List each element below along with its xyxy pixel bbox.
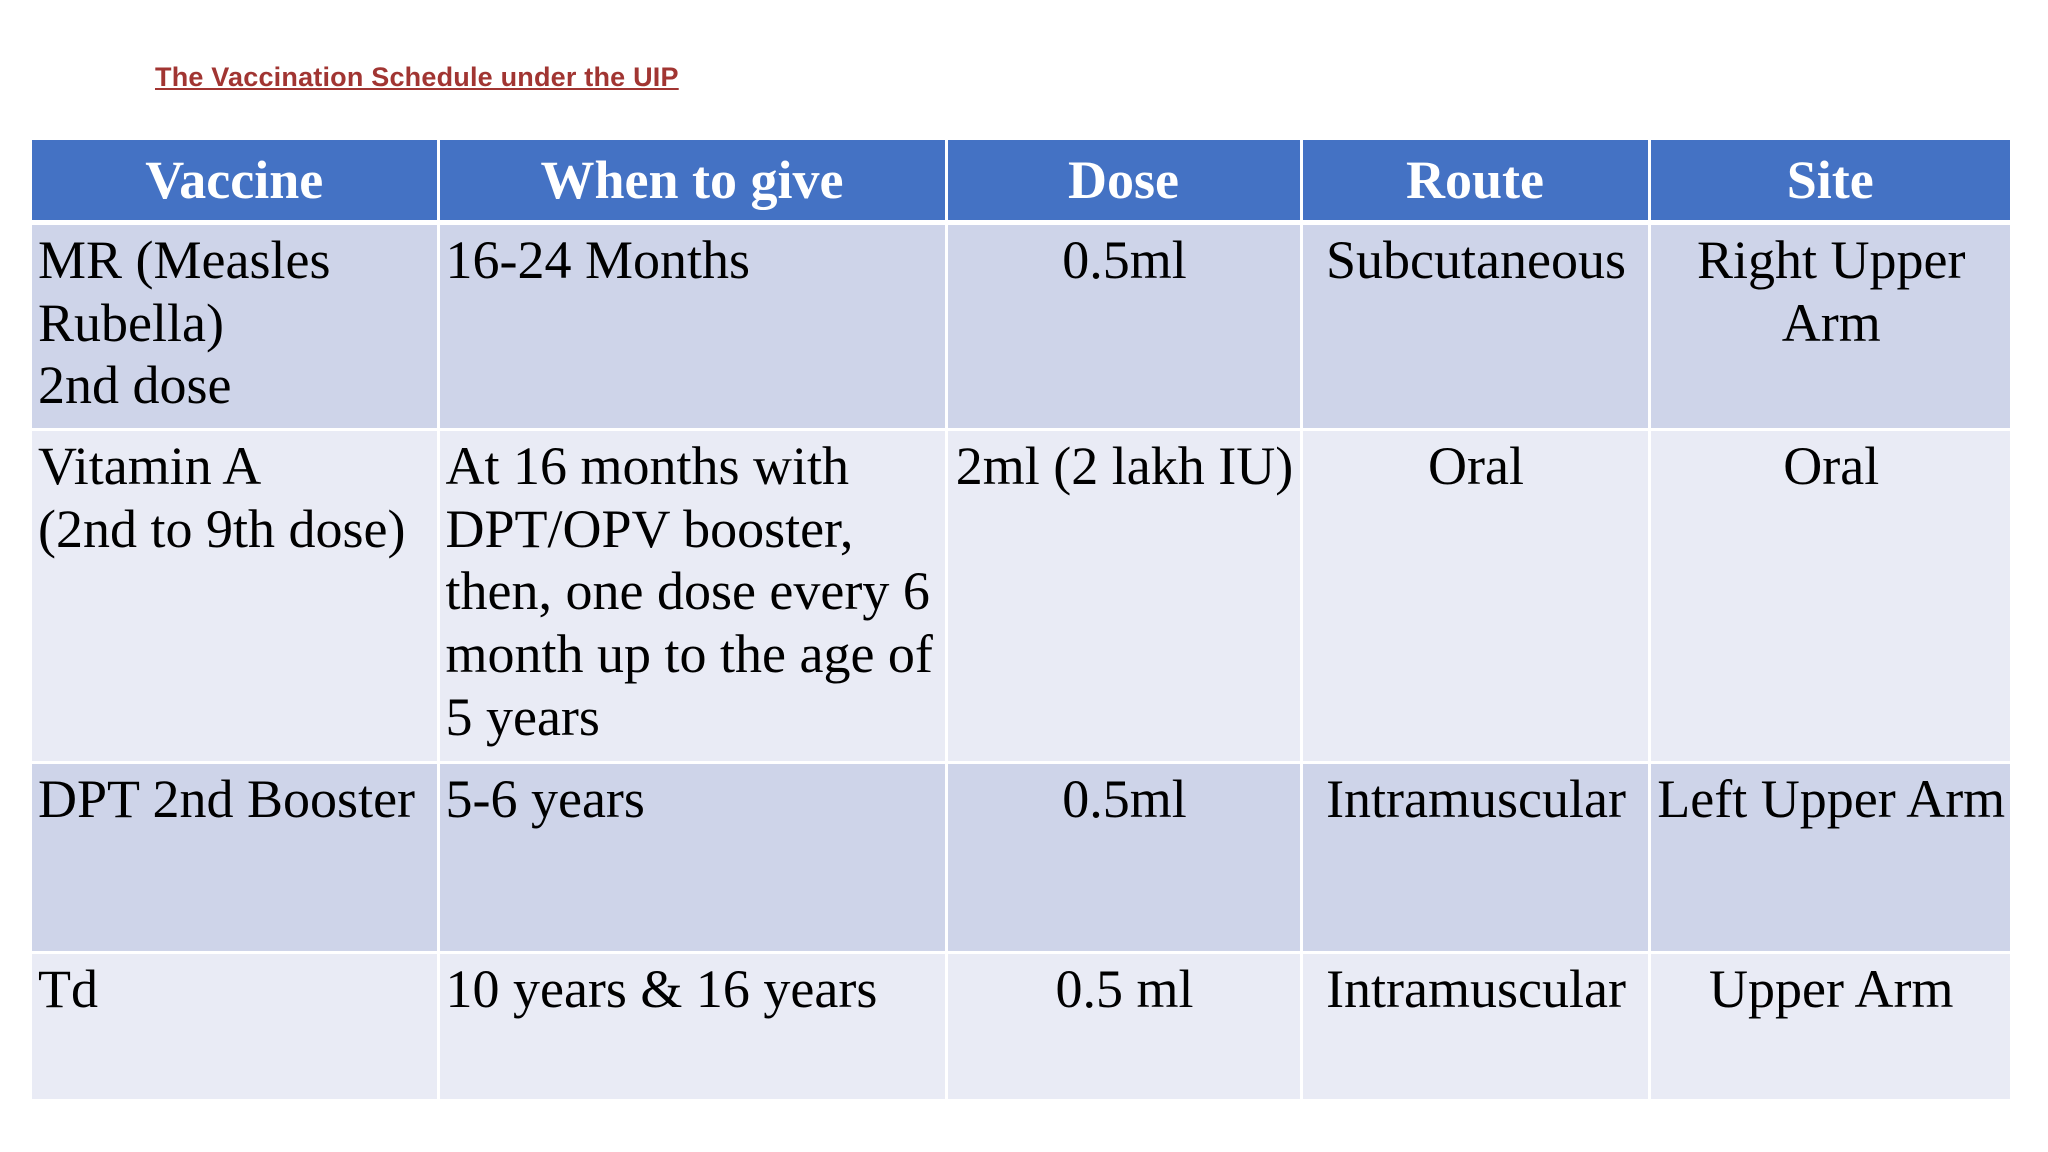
cell-site: Upper Arm xyxy=(1647,951,2010,1099)
page-title: The Vaccination Schedule under the UIP xyxy=(155,62,679,92)
table-row-mr: MR (Measles Rubella) 2nd dose 16-24 Mont… xyxy=(32,221,2010,431)
cell-route: Subcutaneous xyxy=(1299,221,1651,431)
cell-vaccine: Td xyxy=(32,951,440,1099)
cell-route: Intramuscular xyxy=(1299,951,1651,1099)
column-header-dose: Dose xyxy=(944,140,1303,225)
cell-dose: 0.5 ml xyxy=(944,951,1303,1099)
cell-when-to-give: At 16 months with DPT/OPV booster, then,… xyxy=(436,428,948,764)
cell-when-to-give: 5-6 years xyxy=(436,761,948,954)
table-row-vitamin-a: Vitamin A (2nd to 9th dose) At 16 months… xyxy=(32,428,2010,764)
cell-site: Right Upper Arm xyxy=(1647,221,2010,431)
table-row-td: Td 10 years & 16 years 0.5 ml Intramuscu… xyxy=(32,951,2010,1099)
cell-when-to-give: 16-24 Months xyxy=(436,221,948,431)
cell-vaccine: DPT 2nd Booster xyxy=(32,761,440,954)
vaccination-schedule-table: Vaccine When to give Dose Route Site MR … xyxy=(32,140,2010,1099)
cell-route: Oral xyxy=(1299,428,1651,764)
cell-site: Oral xyxy=(1647,428,2010,764)
cell-site: Left Upper Arm xyxy=(1647,761,2010,954)
cell-vaccine: Vitamin A (2nd to 9th dose) xyxy=(32,428,440,764)
cell-dose: 0.5ml xyxy=(944,221,1303,431)
column-header-vaccine: Vaccine xyxy=(32,140,440,225)
table-row-dpt-booster: DPT 2nd Booster 5-6 years 0.5ml Intramus… xyxy=(32,761,2010,954)
column-header-site: Site xyxy=(1647,140,2010,225)
table-header-row: Vaccine When to give Dose Route Site xyxy=(32,140,2010,225)
column-header-when-to-give: When to give xyxy=(436,140,948,225)
cell-vaccine: MR (Measles Rubella) 2nd dose xyxy=(32,221,440,431)
column-header-route: Route xyxy=(1299,140,1651,225)
cell-dose: 0.5ml xyxy=(944,761,1303,954)
cell-dose: 2ml (2 lakh IU) xyxy=(944,428,1303,764)
cell-when-to-give: 10 years & 16 years xyxy=(436,951,948,1099)
cell-route: Intramuscular xyxy=(1299,761,1651,954)
